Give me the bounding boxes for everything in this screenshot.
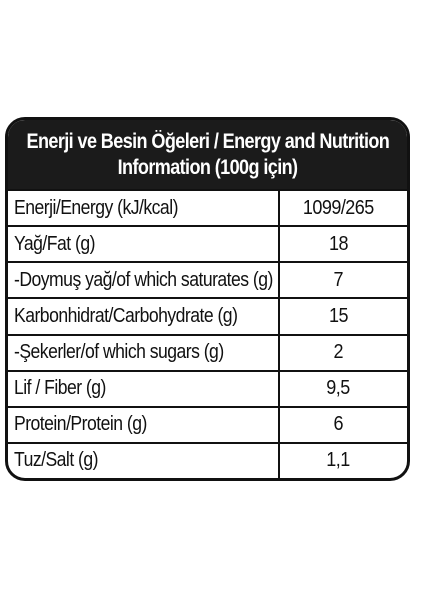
header-title-line-1: Enerji ve Besin Öğeleri / Energy and Nut… xyxy=(26,129,389,153)
saturates-value-cell: 7 xyxy=(280,263,407,297)
protein-value: 6 xyxy=(333,413,344,436)
sugars-label-cell: -Şekerler/of which sugars (g) xyxy=(8,335,280,370)
salt-label-cell: Tuz/Salt (g) xyxy=(8,443,280,478)
sugars-value-cell: 2 xyxy=(280,336,407,370)
nutrition-row-carbohydrate: Karbonhidrat/Carbohydrate (g) 15 xyxy=(8,297,407,334)
nutrition-row-fat: Yağ/Fat (g) 18 xyxy=(8,225,407,262)
carbohydrate-value: 15 xyxy=(329,304,348,327)
energy-value-cell: 1099/265 xyxy=(280,191,407,225)
fat-value-cell: 18 xyxy=(280,227,407,261)
fiber-value: 9,5 xyxy=(326,377,351,400)
saturates-label: -Doymuş yağ/of which saturates (g) xyxy=(14,268,273,291)
fat-label: Yağ/Fat (g) xyxy=(14,232,95,255)
protein-label: Protein/Protein (g) xyxy=(14,413,147,436)
fat-value: 18 xyxy=(329,232,348,255)
nutrition-row-salt: Tuz/Salt (g) 1,1 xyxy=(8,441,407,478)
saturates-label-cell: -Doymuş yağ/of which saturates (g) xyxy=(8,263,280,298)
header-title-line-2: Information (100g için) xyxy=(117,155,298,179)
carbohydrate-value-cell: 15 xyxy=(280,299,407,333)
sugars-value: 2 xyxy=(333,341,344,364)
nutrition-row-energy: Enerji/Energy (kJ/kcal) 1099/265 xyxy=(8,189,407,226)
energy-label: Enerji/Energy (kJ/kcal) xyxy=(14,196,178,219)
nutrition-table: Enerji/Energy (kJ/kcal) 1099/265 Yağ/Fat… xyxy=(8,189,407,478)
protein-value-cell: 6 xyxy=(280,408,407,442)
nutrition-row-fiber: Lif / Fiber (g) 9,5 xyxy=(8,369,407,406)
saturates-value: 7 xyxy=(333,268,344,291)
nutrition-label: Enerji ve Besin Öğeleri / Energy and Nut… xyxy=(5,117,410,481)
nutrition-header: Enerji ve Besin Öğeleri / Energy and Nut… xyxy=(8,120,407,189)
fiber-label-cell: Lif / Fiber (g) xyxy=(8,371,280,406)
energy-label-cell: Enerji/Energy (kJ/kcal) xyxy=(8,191,280,226)
fiber-label: Lif / Fiber (g) xyxy=(14,377,106,400)
sugars-label: -Şekerler/of which sugars (g) xyxy=(14,341,224,364)
nutrition-row-protein: Protein/Protein (g) 6 xyxy=(8,405,407,442)
fat-label-cell: Yağ/Fat (g) xyxy=(8,227,280,262)
nutrition-row-saturates: -Doymuş yağ/of which saturates (g) 7 xyxy=(8,261,407,298)
fiber-value-cell: 9,5 xyxy=(280,372,407,406)
salt-label: Tuz/Salt (g) xyxy=(14,449,99,472)
carbohydrate-label: Karbonhidrat/Carbohydrate (g) xyxy=(14,304,238,327)
carbohydrate-label-cell: Karbonhidrat/Carbohydrate (g) xyxy=(8,299,280,334)
protein-label-cell: Protein/Protein (g) xyxy=(8,407,280,442)
nutrition-row-sugars: -Şekerler/of which sugars (g) 2 xyxy=(8,333,407,370)
salt-value: 1,1 xyxy=(326,449,351,472)
salt-value-cell: 1,1 xyxy=(280,444,407,478)
energy-value: 1099/265 xyxy=(303,196,374,219)
